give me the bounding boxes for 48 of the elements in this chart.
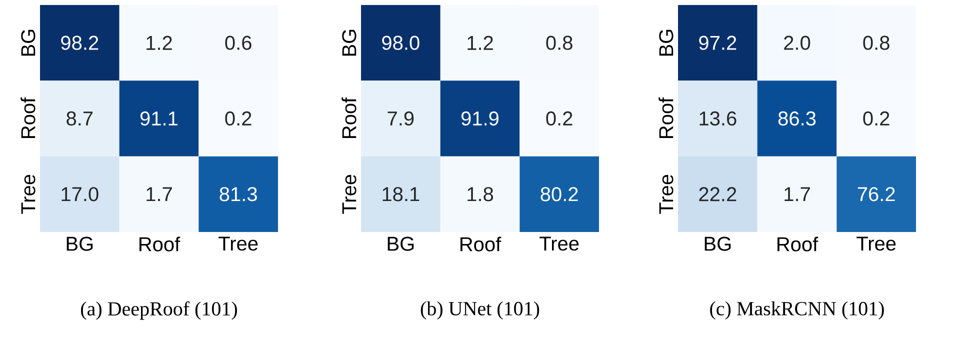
data-label: 18.1	[382, 187, 420, 202]
data-label: 0.2	[546, 111, 572, 126]
y-tick-label: BG	[21, 30, 36, 56]
data-label: 17.0	[62, 187, 98, 202]
data-label: 1.2	[146, 36, 172, 50]
data-label: 1.7	[146, 187, 172, 202]
data-label: 13.6	[700, 111, 736, 126]
data-label: 91.1	[140, 111, 178, 126]
data-label: 8.7	[66, 111, 93, 126]
data-label: 76.2	[858, 187, 895, 202]
data-label: 81.3	[220, 187, 257, 202]
data-label: 22.2	[699, 187, 736, 202]
x-tick-label: BG	[388, 236, 414, 251]
data-label: 98.0	[382, 36, 420, 50]
data-label: 91.9	[461, 111, 499, 126]
data-label: 97.2	[699, 36, 736, 50]
y-tick-label: BG	[342, 30, 356, 56]
x-tick-label: Tree	[856, 236, 896, 251]
x-tick-label: Roof	[460, 236, 502, 252]
data-label: 98.2	[61, 36, 98, 50]
data-label: 0.2	[225, 111, 252, 126]
y-tick-label: Tree	[342, 174, 356, 214]
data-label: 1.7	[784, 187, 810, 202]
y-tick-label: BG	[659, 30, 674, 56]
data-label: 1.2	[468, 36, 493, 50]
x-tick-label: Tree	[540, 236, 579, 251]
y-tick-label: Roof	[658, 97, 674, 138]
x-tick-label: BG	[66, 236, 93, 251]
text: (b) UNet (101)	[420, 301, 540, 320]
data-label: 1.8	[468, 187, 494, 202]
data-label: 0.6	[225, 36, 252, 50]
text: (c) MaskRCNN (101)	[710, 301, 884, 320]
y-tick-label: Roof	[342, 97, 356, 138]
x-tick-label: Tree	[218, 236, 258, 251]
data-label: 2.0	[784, 36, 810, 50]
data-label: 7.9	[388, 111, 414, 126]
text: (a) DeepRoof (101)	[81, 301, 237, 320]
data-label: 86.3	[778, 111, 816, 126]
data-label: 80.2	[540, 187, 578, 202]
data-label: 0.8	[546, 36, 572, 50]
data-label: 0.8	[863, 36, 890, 50]
y-tick-label: Tree	[659, 174, 674, 214]
y-tick-label: Roof	[20, 97, 36, 138]
data-label: 0.2	[863, 111, 890, 126]
x-tick-label: Roof	[140, 236, 180, 252]
x-tick-label: BG	[704, 236, 731, 251]
y-tick-label: Tree	[21, 174, 36, 214]
x-tick-label: Roof	[778, 236, 818, 252]
